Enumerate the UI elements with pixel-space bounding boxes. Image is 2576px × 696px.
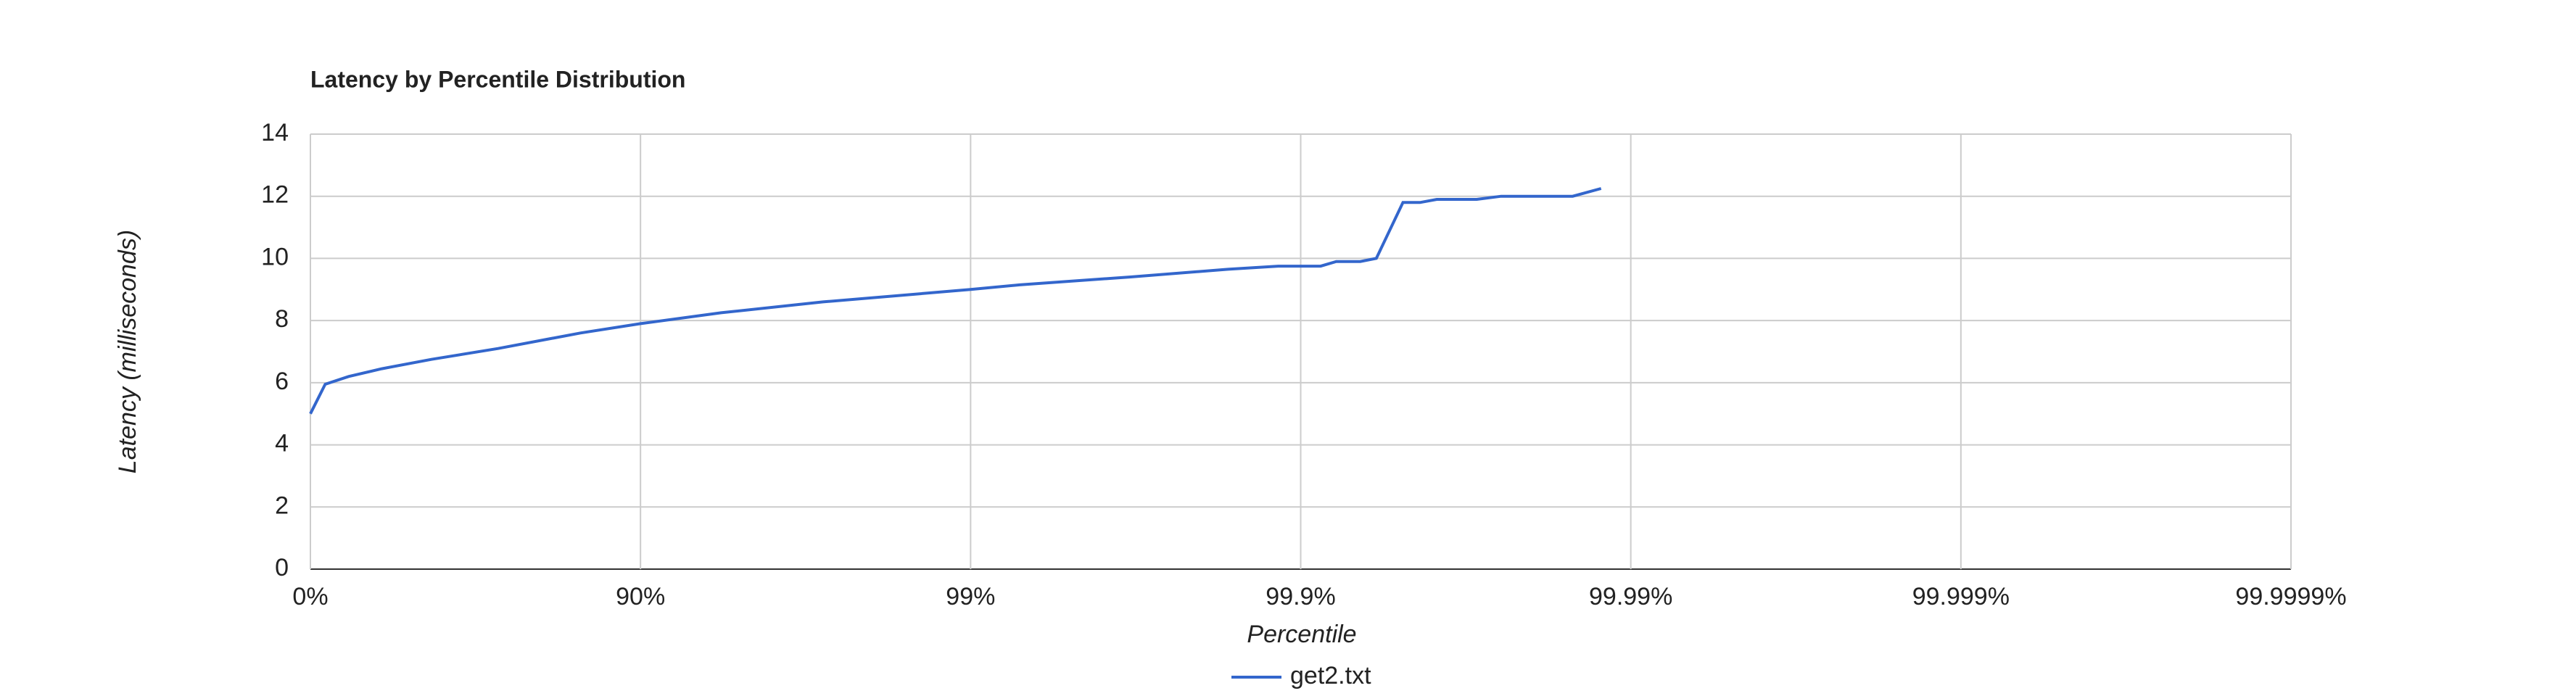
x-axis-title: Percentile — [1247, 621, 1356, 648]
y-tick-label: 6 — [275, 368, 289, 395]
y-tick-label: 8 — [275, 305, 289, 333]
line-series — [309, 187, 1602, 415]
chart-title: Latency by Percentile Distribution — [310, 66, 685, 92]
x-tick-label: 99.9999% — [2235, 583, 2346, 610]
x-tick-label: 99.999% — [1912, 583, 2010, 610]
y-tick-label: 4 — [275, 430, 289, 457]
y-tick-label: 0 — [275, 554, 289, 581]
x-tick-label: 99.99% — [1589, 583, 1672, 610]
x-tick-label: 99% — [946, 583, 995, 610]
x-tick-label: 99.9% — [1266, 583, 1335, 610]
y-tick-label: 10 — [261, 243, 289, 270]
y-tick-label: 12 — [261, 181, 289, 209]
x-tick-label: 90% — [616, 583, 665, 610]
y-tick-label: 14 — [261, 119, 289, 146]
x-tick-label: 0% — [292, 583, 328, 610]
legend-label: get2.txt — [1290, 662, 1371, 689]
y-tick-label: 2 — [275, 492, 289, 519]
y-axis-title: Latency (milliseconds) — [114, 230, 141, 473]
